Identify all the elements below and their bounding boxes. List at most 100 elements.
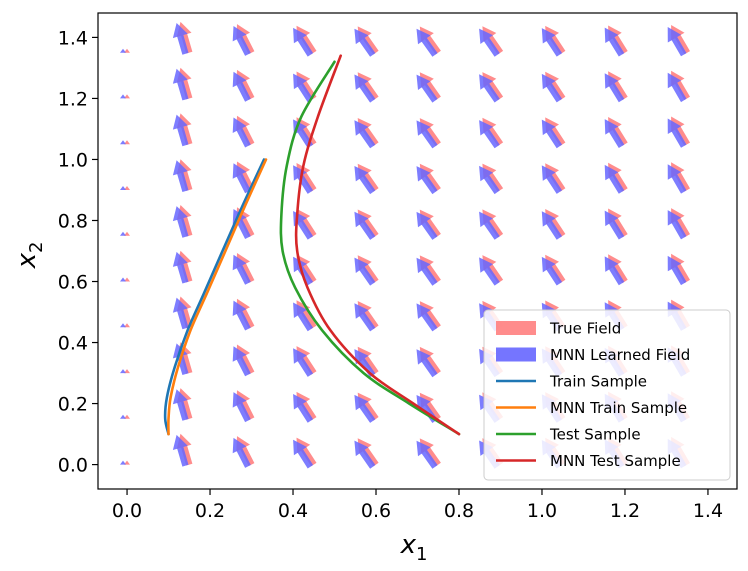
mnn-field-arrow: [120, 277, 126, 282]
mnn-field-arrow: [354, 166, 376, 195]
mnn-field-arrow: [120, 231, 126, 236]
x-tick-label: 1.4: [693, 500, 723, 522]
x-tick-label: 0.8: [444, 500, 474, 522]
x-axis-label: x1: [400, 530, 428, 565]
mnn-field-arrow: [232, 117, 251, 148]
true-field-arrow: [124, 414, 130, 419]
y-tick-label: 0.6: [58, 272, 88, 294]
mnn-field-arrow: [172, 389, 189, 421]
mnn-field-arrow: [354, 349, 376, 378]
true-field-arrow: [124, 277, 130, 282]
mnn-field-arrow: [120, 460, 126, 465]
plot-frame: [97, 12, 738, 490]
x-tick-label: 0.2: [195, 500, 225, 522]
legend-label-true-field: True Field: [549, 320, 621, 338]
mnn-field-arrow: [232, 26, 251, 56]
mnn-field-arrow: [416, 166, 438, 195]
mnn-field-arrow: [604, 119, 625, 148]
y-tick-label: 0.4: [58, 333, 88, 355]
x-tick-label: 0.0: [112, 500, 142, 522]
mnn-field-arrow: [479, 74, 500, 103]
mnn-field-arrow: [541, 211, 563, 240]
x-tick-label: 0.6: [361, 500, 391, 522]
legend-swatch-mnn-learned-field: [496, 347, 536, 362]
mnn-field-arrow: [354, 28, 376, 57]
x-axis: 0.0 0.2 0.4 0.6 0.8 1.0 1.2 1.4: [112, 489, 723, 522]
mnn-field-arrow: [479, 211, 500, 240]
mnn-field-arrow: [667, 72, 687, 103]
x-tick-label: 1.0: [527, 500, 557, 522]
mnn-field-arrow: [232, 71, 251, 102]
mnn-field-arrow: [120, 414, 126, 419]
mnn-field-arrow: [416, 349, 438, 378]
legend-frame: [483, 309, 731, 481]
mnn-field-arrow: [232, 254, 251, 285]
y-tick-label: 0.8: [58, 210, 88, 232]
mnn-field-arrow: [416, 74, 438, 103]
mnn-field-arrow: [541, 119, 563, 149]
mnn-field-arrow: [354, 74, 376, 103]
mnn-field-arrow: [293, 256, 314, 286]
mnn-field-arrow: [667, 164, 687, 194]
true-field-arrow: [124, 140, 130, 145]
trajectory-layer: [163, 54, 461, 436]
mnn-field-arrow: [354, 257, 376, 286]
true-field-arrow: [124, 369, 130, 374]
mnn-field-arrow: [416, 120, 438, 149]
mnn-field-arrow: [172, 434, 189, 467]
mnn-field-arrow: [479, 120, 500, 149]
y-tick-label: 1.2: [58, 88, 88, 110]
mnn-field-arrow: [541, 165, 563, 194]
mnn-field-arrow: [232, 163, 251, 194]
mnn-field-arrow: [120, 94, 126, 99]
mnn-field-arrow: [479, 257, 500, 286]
mnn-field-arrow: [293, 394, 314, 423]
mnn-field-arrow: [293, 302, 314, 332]
mnn-field-arrow: [232, 300, 251, 331]
mnn-field-arrow: [541, 73, 563, 103]
legend-label-train-sample: Train Sample: [549, 373, 647, 391]
y-tick-label: 1.4: [58, 27, 88, 49]
mnn-field-arrow: [293, 27, 314, 57]
mnn-test-sample-line: [294, 54, 461, 436]
mnn-field-arrow: [354, 211, 376, 240]
mnn-field-arrow: [120, 140, 126, 145]
mnn-field-arrow: [120, 186, 126, 190]
train-sample-line: [163, 158, 266, 436]
mnn-field-arrow: [667, 255, 687, 286]
legend-label-mnn-test-sample: MNN Test Sample: [550, 452, 681, 470]
mnn-field-arrow: [120, 48, 126, 53]
legend-label-mnn-train-sample: MNN Train Sample: [550, 399, 687, 417]
mnn-field-arrow: [172, 297, 189, 330]
mnn-field-arrow: [172, 251, 189, 284]
y-tick-label: 1.0: [58, 149, 88, 171]
true-field-arrow: [124, 186, 130, 190]
mnn-field-arrow: [120, 369, 126, 374]
mnn-field-arrow: [172, 206, 189, 238]
mnn-field-arrow: [479, 165, 500, 195]
true-field-arrow: [124, 94, 130, 99]
mnn-field-arrow: [667, 118, 687, 148]
mnn-field-arrow: [293, 348, 314, 377]
mnn-field-arrow: [604, 210, 625, 240]
true-field-arrow: [124, 323, 130, 328]
mnn-field-arrow: [604, 73, 625, 103]
mnn-field-arrow: [416, 257, 438, 286]
mnn-field-arrow: [232, 346, 251, 377]
legend: True Field MNN Learned Field Train Sample M…: [483, 309, 731, 481]
mnn-field-arrow: [354, 394, 376, 423]
mnn-field-arrow: [604, 256, 625, 286]
mnn-field-arrow: [354, 440, 376, 469]
legend-label-test-sample: Test Sample: [549, 426, 641, 444]
y-axis: 0.0 0.2 0.4 0.6 0.8 1.0 1.2 1.4: [58, 27, 98, 477]
y-tick-label: 0.0: [58, 455, 88, 477]
mnn-field-arrow: [293, 439, 314, 469]
mnn-field-arrow: [416, 211, 438, 240]
mnn-field-arrow: [120, 323, 126, 328]
test-sample-line: [279, 60, 461, 436]
mnn-field-arrow: [416, 440, 438, 469]
x-tick-label: 0.4: [278, 500, 308, 522]
mnn-field-arrow: [232, 437, 251, 468]
mnn-field-arrow: [604, 27, 625, 57]
